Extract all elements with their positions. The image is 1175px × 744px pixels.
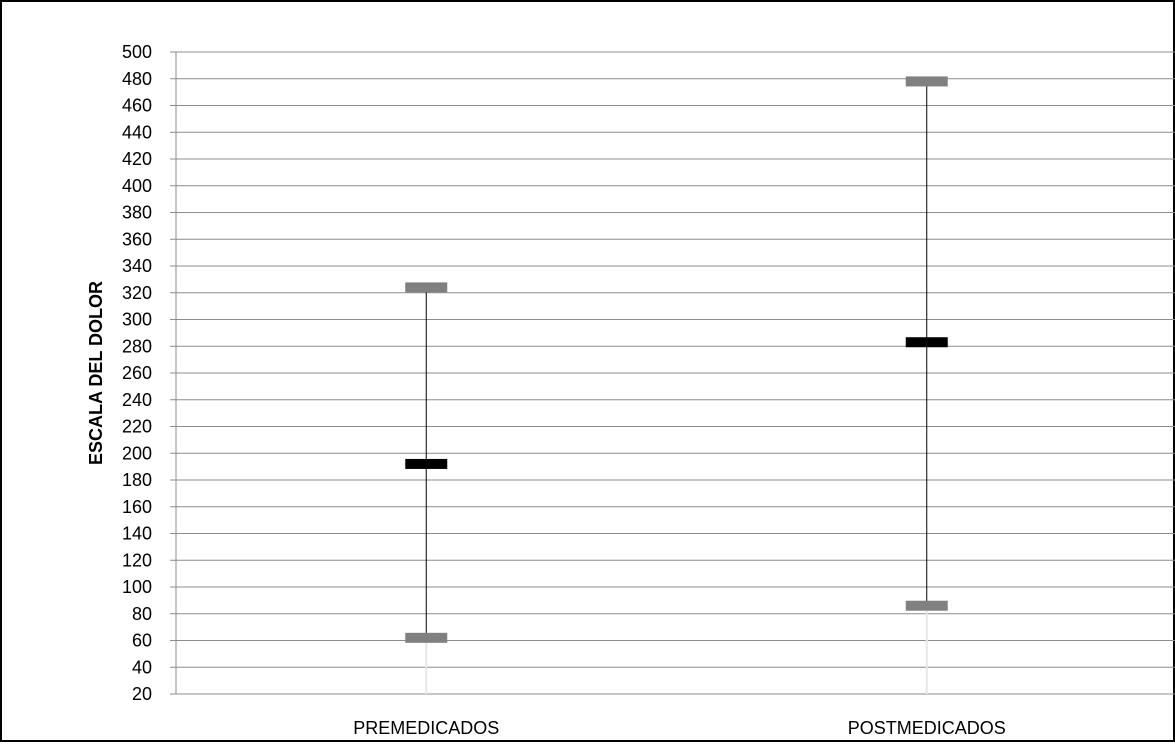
y-tick-label: 380 [122, 203, 152, 223]
x-category-label: PREMEDICADOS [353, 718, 499, 738]
data-marks [405, 76, 948, 694]
y-tick-labels: 20 40 60 80 100 120 140 160 180 200 220 240 260 280 30… [122, 42, 152, 704]
y-tick-label: 500 [122, 42, 152, 62]
low-marker [405, 632, 448, 643]
low-marker [905, 600, 948, 611]
y-tick-label: 180 [122, 470, 152, 490]
y-tick-label: 440 [122, 122, 152, 142]
mid-marker [405, 458, 448, 469]
y-tick-label: 300 [122, 310, 152, 330]
y-tick-label: 200 [122, 443, 152, 463]
high-marker [405, 282, 448, 293]
x-category-label: POSTMEDICADOS [848, 718, 1006, 738]
y-tick-label: 240 [122, 390, 152, 410]
category-labels: PREMEDICADOS POSTMEDICADOS [353, 718, 1006, 738]
y-tick-label: 120 [122, 550, 152, 570]
y-tick-label: 140 [122, 524, 152, 544]
y-tick-label: 80 [132, 604, 152, 624]
y-tick-label: 320 [122, 283, 152, 303]
y-axis-title: ESCALA DEL DOLOR [86, 281, 106, 465]
y-tick-label: 480 [122, 69, 152, 89]
gridlines [170, 51, 1175, 695]
y-tick-label: 280 [122, 336, 152, 356]
y-tick-label: 100 [122, 577, 152, 597]
y-tick-label: 160 [122, 497, 152, 517]
y-tick-label: 460 [122, 96, 152, 116]
y-tick-label: 60 [132, 631, 152, 651]
y-tick-label: 400 [122, 176, 152, 196]
high-marker [905, 76, 948, 87]
y-tick-label: 260 [122, 363, 152, 383]
y-tick-label: 20 [132, 684, 152, 704]
mid-marker [905, 337, 948, 348]
y-tick-label: 220 [122, 417, 152, 437]
y-tick-label: 340 [122, 256, 152, 276]
y-tick-label: 360 [122, 229, 152, 249]
y-tick-label: 40 [132, 657, 152, 677]
y-tick-label: 420 [122, 149, 152, 169]
